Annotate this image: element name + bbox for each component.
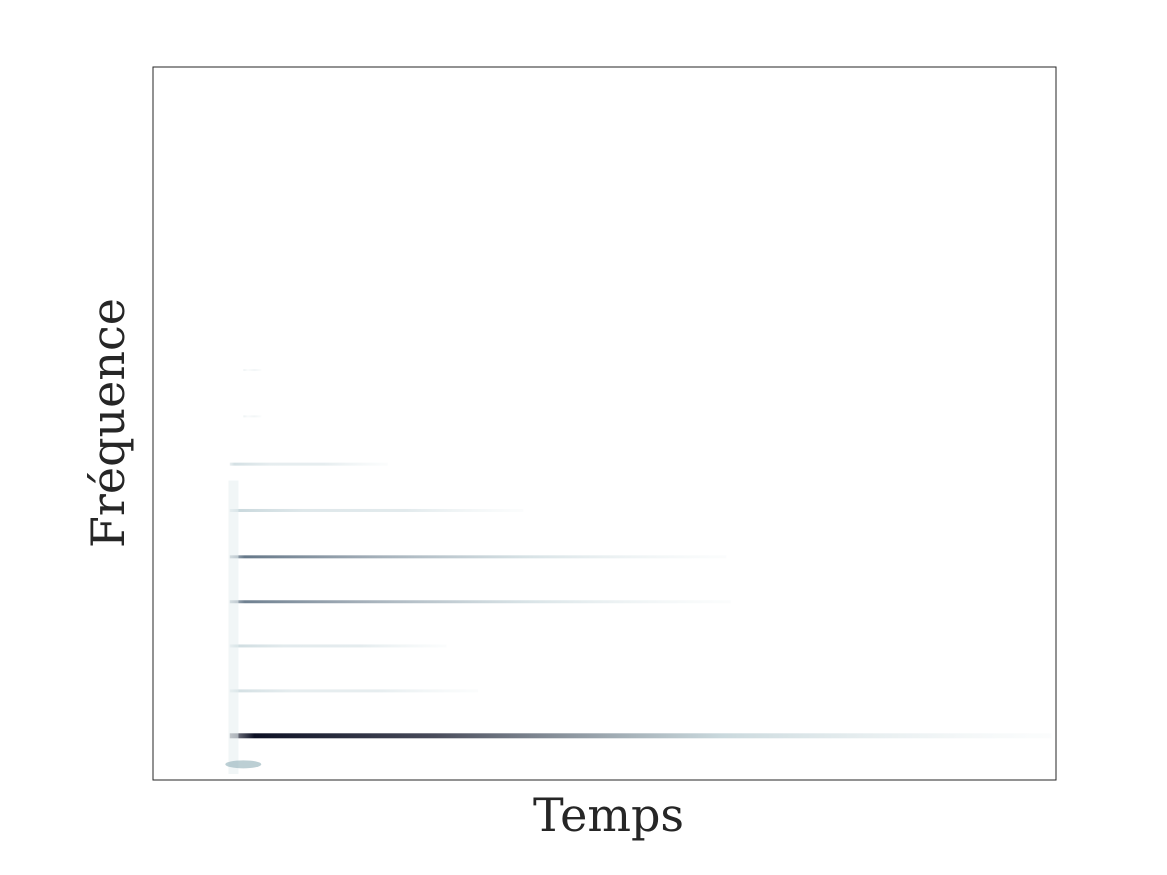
harmonic-band [243, 415, 262, 418]
spectrogram-marks [225, 369, 1052, 774]
harmonic-band [229, 689, 479, 693]
x-axis-label: Temps [533, 788, 685, 842]
harmonic-band [229, 462, 388, 466]
plot-area-frame [152, 66, 1057, 781]
harmonic-band [229, 555, 727, 559]
onset-transient [228, 480, 239, 774]
low-frequency-blob [225, 760, 262, 769]
harmonic-band [229, 733, 1052, 739]
harmonic-band [229, 644, 447, 648]
harmonic-band [229, 600, 731, 604]
y-axis-label: Fréquence [81, 297, 135, 549]
harmonic-band [243, 369, 262, 372]
harmonic-band [229, 508, 524, 512]
plot-area-background [153, 67, 1056, 780]
